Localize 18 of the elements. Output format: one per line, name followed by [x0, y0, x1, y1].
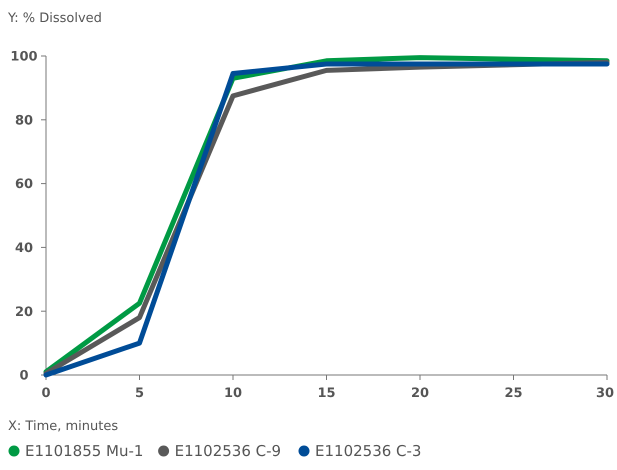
y-tick-label: 0: [19, 368, 29, 384]
x-tick-label: 10: [224, 386, 242, 401]
x-tick-label: 25: [504, 386, 523, 401]
x-tick-label: 20: [410, 386, 430, 401]
y-tick-label: 80: [14, 113, 34, 128]
x-tick-label: 0: [41, 386, 51, 401]
x-tick-label: 5: [134, 386, 144, 401]
x-tick-label: 30: [596, 386, 614, 401]
legend-label: E1101855 Mu-1: [25, 442, 144, 460]
x-tick-label: 15: [317, 386, 336, 401]
legend-label: E1102536 C-3: [315, 442, 422, 460]
y-axis-title: Y: % Dissolved: [7, 11, 102, 26]
x-axis-title: X: Time, minutes: [8, 419, 118, 434]
y-tick-label: 20: [14, 304, 34, 320]
legend-label: E1102536 C-9: [174, 442, 282, 460]
y-tick-label: 40: [14, 240, 34, 256]
y-tick-label: 60: [14, 177, 34, 192]
y-tick-label: 100: [10, 50, 38, 65]
